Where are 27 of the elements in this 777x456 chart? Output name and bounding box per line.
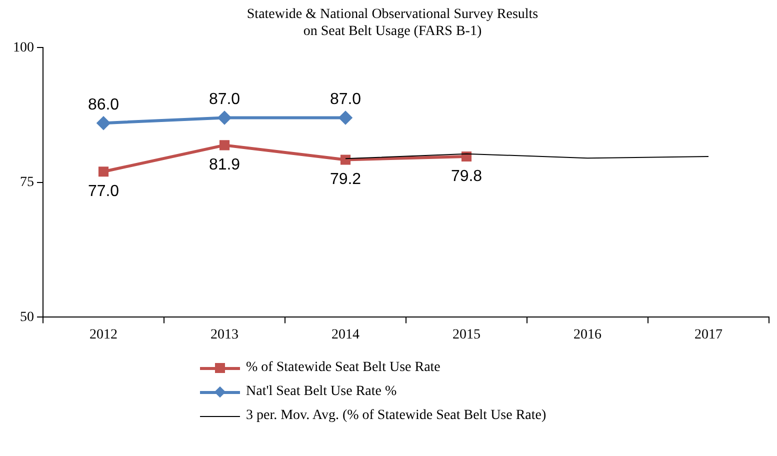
x-tick-label: 2014 [332,327,360,342]
data-label: 86.0 [88,96,120,114]
data-label: 87.0 [330,91,362,108]
data-label: 79.2 [330,171,362,188]
x-tick-label: 2015 [452,327,480,342]
x-tick-label: 2013 [210,327,238,342]
data-label: 87.0 [208,91,240,108]
point [340,154,351,165]
point [98,166,109,177]
y-tick-label: 75 [20,175,34,190]
y-tick-label: 100 [13,40,34,56]
point [219,140,230,150]
x-tick-label: 2017 [694,327,722,342]
point [339,111,352,124]
data-label: 77.0 [88,183,120,200]
text: on Seat Belt Usage (FARS B-1) [303,24,482,39]
legend-label: % of Statewide Seat Belt Use Rate [246,360,440,376]
x-tick-label: 2016 [574,327,602,342]
text: Statewide & National Observational Survey Results [246,7,538,22]
legend-label: 3 per. Mov. Avg. (% of Statewide Seat Belt Use Rate) [246,408,546,424]
data-label: 79.8 [450,168,482,185]
y-tick-label: 50 [20,310,34,325]
point [97,116,110,130]
legend-label: Nat'l Seat Belt Use Rate % [246,384,397,400]
data-label: 81.9 [208,156,240,174]
point [218,111,231,124]
x-tick-label: 2012 [90,327,118,342]
